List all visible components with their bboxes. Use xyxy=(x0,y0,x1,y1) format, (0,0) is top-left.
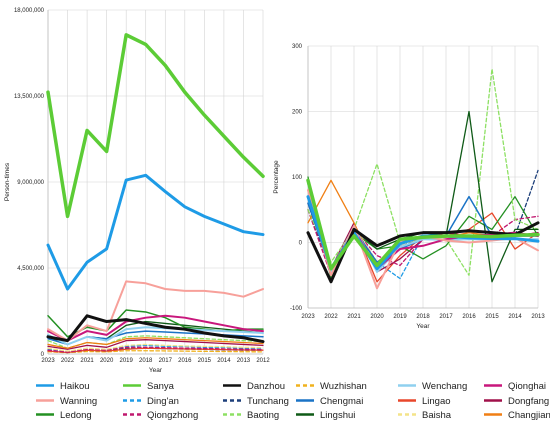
legend-label-qiongzhong: Qiongzhong xyxy=(147,410,198,421)
legend-item-lingshui: Lingshui xyxy=(296,410,355,421)
legend-item-qiongzhong: Qiongzhong xyxy=(123,410,198,421)
legend-item-baisha: Baisha xyxy=(398,410,452,421)
right-y-tick-label-1: 0 xyxy=(299,241,303,247)
right-y-tick-label-2: 100 xyxy=(292,175,303,181)
right-y-tick-label-3: 200 xyxy=(292,110,303,116)
left-x-tick-label-0: 2023 xyxy=(41,358,55,364)
legend-item-wuzhishan: Wuzhishan xyxy=(296,381,367,392)
right-x-axis-title: Year xyxy=(416,323,430,330)
legend-label-wanning: Wanning xyxy=(60,396,97,407)
legend-item-ding-an: Ding'an xyxy=(123,396,179,407)
legend-item-changjiang: Changjiang xyxy=(484,410,550,421)
legend-label-danzhou: Danzhou xyxy=(247,381,285,392)
left-x-tick-label-3: 2020 xyxy=(100,358,114,364)
legend-item-sanya: Sanya xyxy=(123,381,175,392)
legend-label-tunchang: Tunchang xyxy=(247,396,289,407)
left-series-wanning xyxy=(47,280,264,342)
legend-item-wenchang: Wenchang xyxy=(398,381,467,392)
left-y-axis-title: Person-times xyxy=(4,162,11,201)
legend-label-baisha: Baisha xyxy=(422,410,452,421)
left-y-tick-label-4: 18,000,000 xyxy=(14,8,45,14)
left-series-group xyxy=(46,33,265,354)
left-series-qiongzhong xyxy=(47,346,264,353)
right-x-tick-label-8: 2015 xyxy=(485,314,499,320)
right-y-axis-title: Percentage xyxy=(273,160,280,194)
left-x-tick-label-6: 2017 xyxy=(159,358,173,364)
right-y-tick-label-4: 300 xyxy=(292,44,303,50)
right-x-tick-label-6: 2017 xyxy=(439,314,453,320)
legend-label-ledong: Ledong xyxy=(60,410,92,421)
person-times-chart: 0 4,500,000 9,000,000 13,500,000 18,000,000 2… xyxy=(4,8,270,374)
left-x-tick-label-7: 2016 xyxy=(178,358,192,364)
left-y-tick-label-2: 9,000,000 xyxy=(17,180,44,186)
legend-item-haikou: Haikou xyxy=(36,381,90,392)
left-series-wuzhishan xyxy=(47,350,264,354)
left-y-tick-label-0: 0 xyxy=(41,352,45,358)
legend-label-chengmai: Chengmai xyxy=(320,396,363,407)
right-y-tick-label-0: -100 xyxy=(290,306,303,312)
left-series-lingao xyxy=(47,347,264,354)
left-x-tick-label-11: 2012 xyxy=(256,358,270,364)
left-series-qionghai xyxy=(47,314,264,342)
left-x-tick-label-9: 2014 xyxy=(217,358,231,364)
left-x-tick-label-8: 2015 xyxy=(198,358,212,364)
left-series-haikou xyxy=(46,173,265,291)
left-x-tick-label-1: 2022 xyxy=(61,358,75,364)
left-series-dongfang xyxy=(47,339,264,350)
left-x-tick-label-10: 2013 xyxy=(237,358,251,364)
left-series-wenchang xyxy=(47,326,264,346)
legend-item-chengmai: Chengmai xyxy=(296,396,363,407)
legend-item-ledong: Ledong xyxy=(36,410,92,421)
right-x-tick-label-1: 2022 xyxy=(324,314,338,320)
legend-label-ding-an: Ding'an xyxy=(147,396,179,407)
left-series-baisha xyxy=(47,343,264,352)
legend-label-lingshui: Lingshui xyxy=(320,410,355,421)
legend-label-wenchang: Wenchang xyxy=(422,381,467,392)
legend-item-tunchang: Tunchang xyxy=(223,396,289,407)
legend-label-qionghai: Qionghai xyxy=(508,381,546,392)
right-x-tick-label-3: 2020 xyxy=(370,314,384,320)
legend-item-dongfang: Dongfang xyxy=(484,396,549,407)
legend: Haikou Sanya Danzhou Wuzhishan Wenchang Qiong… xyxy=(36,381,550,421)
legend-item-wanning: Wanning xyxy=(36,396,97,407)
legend-label-haikou: Haikou xyxy=(60,381,90,392)
right-x-tick-label-10: 2013 xyxy=(531,314,545,320)
right-x-tick-label-5: 2018 xyxy=(416,314,430,320)
left-x-tick-label-5: 2018 xyxy=(139,358,153,364)
legend-label-sanya: Sanya xyxy=(147,381,175,392)
legend-label-lingao: Lingao xyxy=(422,396,451,407)
legend-label-dongfang: Dongfang xyxy=(508,396,549,407)
right-x-tick-label-4: 2019 xyxy=(393,314,407,320)
left-y-tick-label-3: 13,500,000 xyxy=(14,94,45,100)
left-series-danzhou xyxy=(46,314,265,344)
right-x-tick-label-2: 2021 xyxy=(347,314,361,320)
legend-item-baoting: Baoting xyxy=(223,410,279,421)
left-series-changjiang xyxy=(47,337,264,349)
right-x-tick-label-9: 2014 xyxy=(508,314,522,320)
legend-item-danzhou: Danzhou xyxy=(223,381,285,392)
left-x-axis-title: Year xyxy=(149,367,163,374)
percentage-chart: -100 0 100 200 300 2023 2022 2021 2020 2019 2018 20… xyxy=(273,44,545,330)
left-y-tick-label-1: 4,500,000 xyxy=(17,266,44,272)
left-series-sanya xyxy=(46,33,265,219)
left-x-tick-label-4: 2019 xyxy=(120,358,134,364)
right-x-tick-label-0: 2023 xyxy=(301,314,315,320)
legend-label-changjiang: Changjiang xyxy=(508,410,550,421)
right-x-tick-label-7: 2016 xyxy=(462,314,476,320)
legend-item-lingao: Lingao xyxy=(398,396,451,407)
legend-label-baoting: Baoting xyxy=(247,410,279,421)
legend-label-wuzhishan: Wuzhishan xyxy=(320,381,367,392)
right-series-group xyxy=(306,68,540,290)
legend-item-qionghai: Qionghai xyxy=(484,381,546,392)
left-x-tick-label-2: 2021 xyxy=(80,358,94,364)
right-series-sanya xyxy=(306,178,540,271)
